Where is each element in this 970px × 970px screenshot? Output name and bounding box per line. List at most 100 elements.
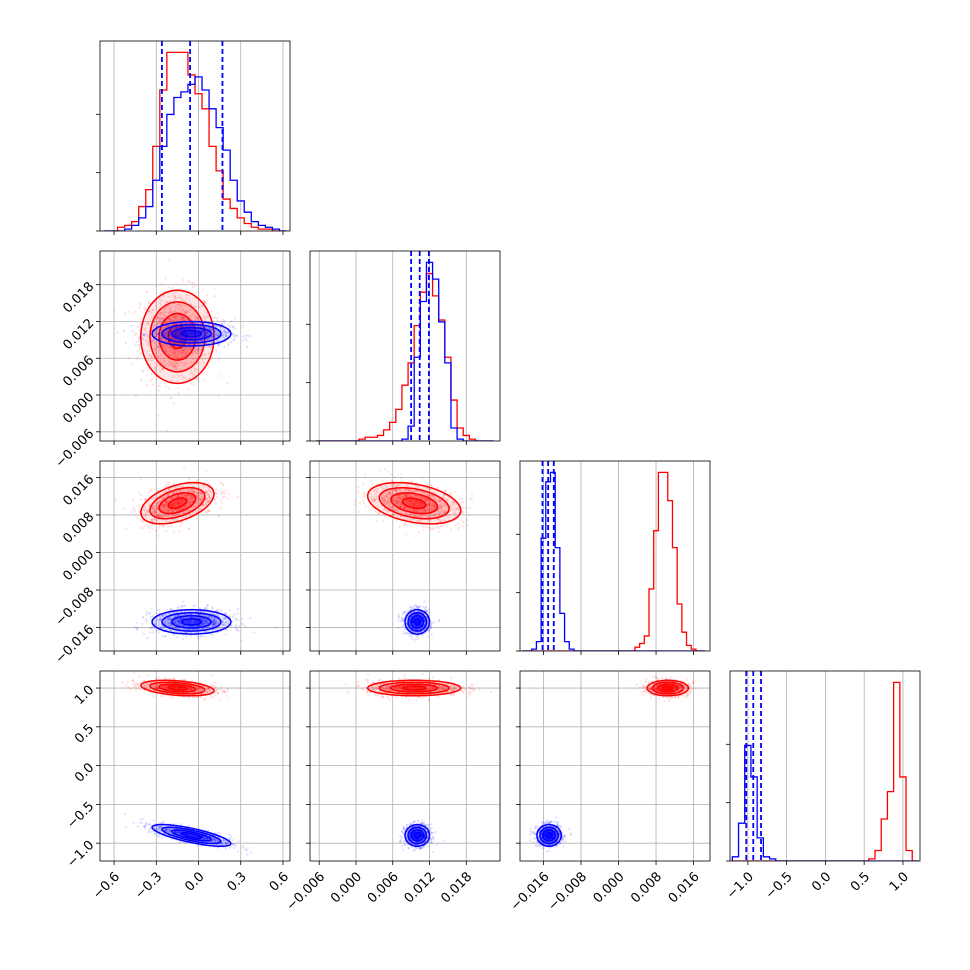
gridlines [310, 461, 500, 651]
axis-ticks [96, 113, 284, 235]
density-contour-red [140, 679, 215, 697]
panel-content [528, 675, 698, 853]
panel-3-1: −0.006 0.000 0.006 0.012 0.018 [284, 670, 501, 914]
panel-content [731, 671, 919, 861]
x-tick-label: 0.5 [848, 869, 873, 894]
density-contour-red [149, 301, 206, 373]
panel-frame [309, 460, 501, 652]
density-contour-blue [180, 618, 203, 626]
panel-3-3: −1.0 −0.5 0.0 0.5 1.0 [724, 670, 921, 902]
x-tick-label: 0.012 [402, 869, 439, 906]
y-tick-label: 0.018 [60, 279, 97, 316]
y-tick-label: 0.0 [72, 760, 97, 785]
density-contour-red [140, 289, 215, 385]
panel-3-2: −0.016−0.008 0.000 0.008 0.016 [508, 670, 711, 914]
panel-2-1 [306, 460, 501, 655]
density-contour-blue [180, 329, 203, 338]
panel-frame [519, 460, 711, 652]
panel-2-2 [516, 460, 711, 655]
x-tick-label: 1.0 [887, 869, 912, 894]
panels-layer: −0.0060.0000.0060.0120.018−0.016−0.0080.… [53, 40, 921, 914]
y-tick-label: 0.012 [60, 316, 97, 353]
histogram-red [732, 681, 919, 861]
density-contour-red [656, 683, 679, 693]
density-contour-red [167, 497, 188, 510]
y-tick-label: −0.006 [53, 427, 98, 472]
panel-content [114, 467, 277, 642]
y-tick-label: 0.000 [60, 547, 97, 584]
density-contour-blue [171, 326, 212, 341]
panel-content [103, 41, 287, 231]
panel-content [112, 259, 252, 432]
histogram-red [103, 51, 287, 231]
axis-ticks [306, 477, 467, 655]
density-contour-blue [413, 618, 422, 626]
x-tick-label: −0.006 [284, 869, 329, 914]
density-contour-blue [413, 831, 422, 839]
x-tick-label: 0.018 [438, 869, 475, 906]
density-contour-blue [171, 615, 212, 629]
gridlines [310, 671, 500, 861]
density-contour-red [390, 683, 439, 693]
density-contour-red [401, 497, 427, 510]
gridlines [113, 41, 284, 231]
density-contour-red [401, 685, 427, 691]
histogram-blue [522, 471, 706, 651]
gridlines [747, 671, 904, 861]
density-contour-blue [180, 831, 203, 839]
x-tick-label: 0.6 [267, 869, 292, 894]
histogram-blue [316, 261, 494, 441]
y-tick-label: 0.016 [60, 472, 97, 509]
axis-ticks [516, 687, 694, 865]
panel-1-1 [306, 250, 501, 445]
y-tick-label: −0.008 [53, 585, 98, 630]
x-tick-label: 0.016 [666, 869, 703, 906]
panel-content [353, 468, 474, 641]
density-contour-red [390, 492, 439, 515]
panel-0-0 [96, 40, 291, 235]
panel-3-0: −1.0 −0.5 0.0 0.5 1.0 −0.6 −0.3 0.0 0.3 0.6 [64, 670, 292, 902]
density-contour-blue [545, 831, 553, 839]
panel-content [344, 673, 493, 853]
x-tick-label: −0.016 [508, 869, 553, 914]
histogram-red [316, 272, 494, 441]
density-contour-blue [410, 615, 425, 629]
panel-frame [99, 40, 291, 232]
x-tick-label: −0.5 [763, 869, 796, 902]
axis-ticks [96, 687, 284, 865]
x-tick-label: 0.000 [328, 869, 365, 906]
y-tick-label: 0.008 [60, 510, 97, 547]
x-tick-label: −0.008 [545, 869, 590, 914]
density-contour-blue [161, 826, 222, 845]
density-contour-blue [410, 829, 425, 842]
density-contour-red [158, 683, 197, 693]
axis-ticks [726, 743, 904, 865]
y-tick-label: −0.5 [64, 799, 97, 832]
density-contour-red [140, 481, 215, 525]
y-tick-label: −0.016 [53, 622, 98, 667]
x-tick-label: 0.006 [365, 869, 402, 906]
y-tick-label: 1.0 [72, 683, 97, 708]
density-contour-red [378, 486, 450, 520]
y-tick-label: 0.5 [72, 722, 97, 747]
histogram-blue [103, 76, 287, 231]
density-contour-red [366, 481, 462, 525]
y-tick-label: −1.0 [64, 838, 97, 871]
density-contour-blue [542, 829, 556, 842]
histogram-blue [731, 744, 919, 861]
x-tick-label: −1.0 [724, 869, 757, 902]
x-tick-label: −0.6 [90, 869, 123, 902]
panel-content [522, 461, 706, 651]
y-tick-label: 0.006 [60, 353, 97, 390]
gridlines [318, 251, 467, 441]
axis-ticks [96, 477, 284, 655]
panel-content [121, 672, 253, 856]
x-tick-label: 0.008 [628, 869, 665, 906]
panel-frame [99, 250, 291, 442]
x-tick-label: 0.0 [809, 869, 834, 894]
axis-ticks [306, 323, 467, 445]
x-tick-label: −0.3 [132, 869, 165, 902]
